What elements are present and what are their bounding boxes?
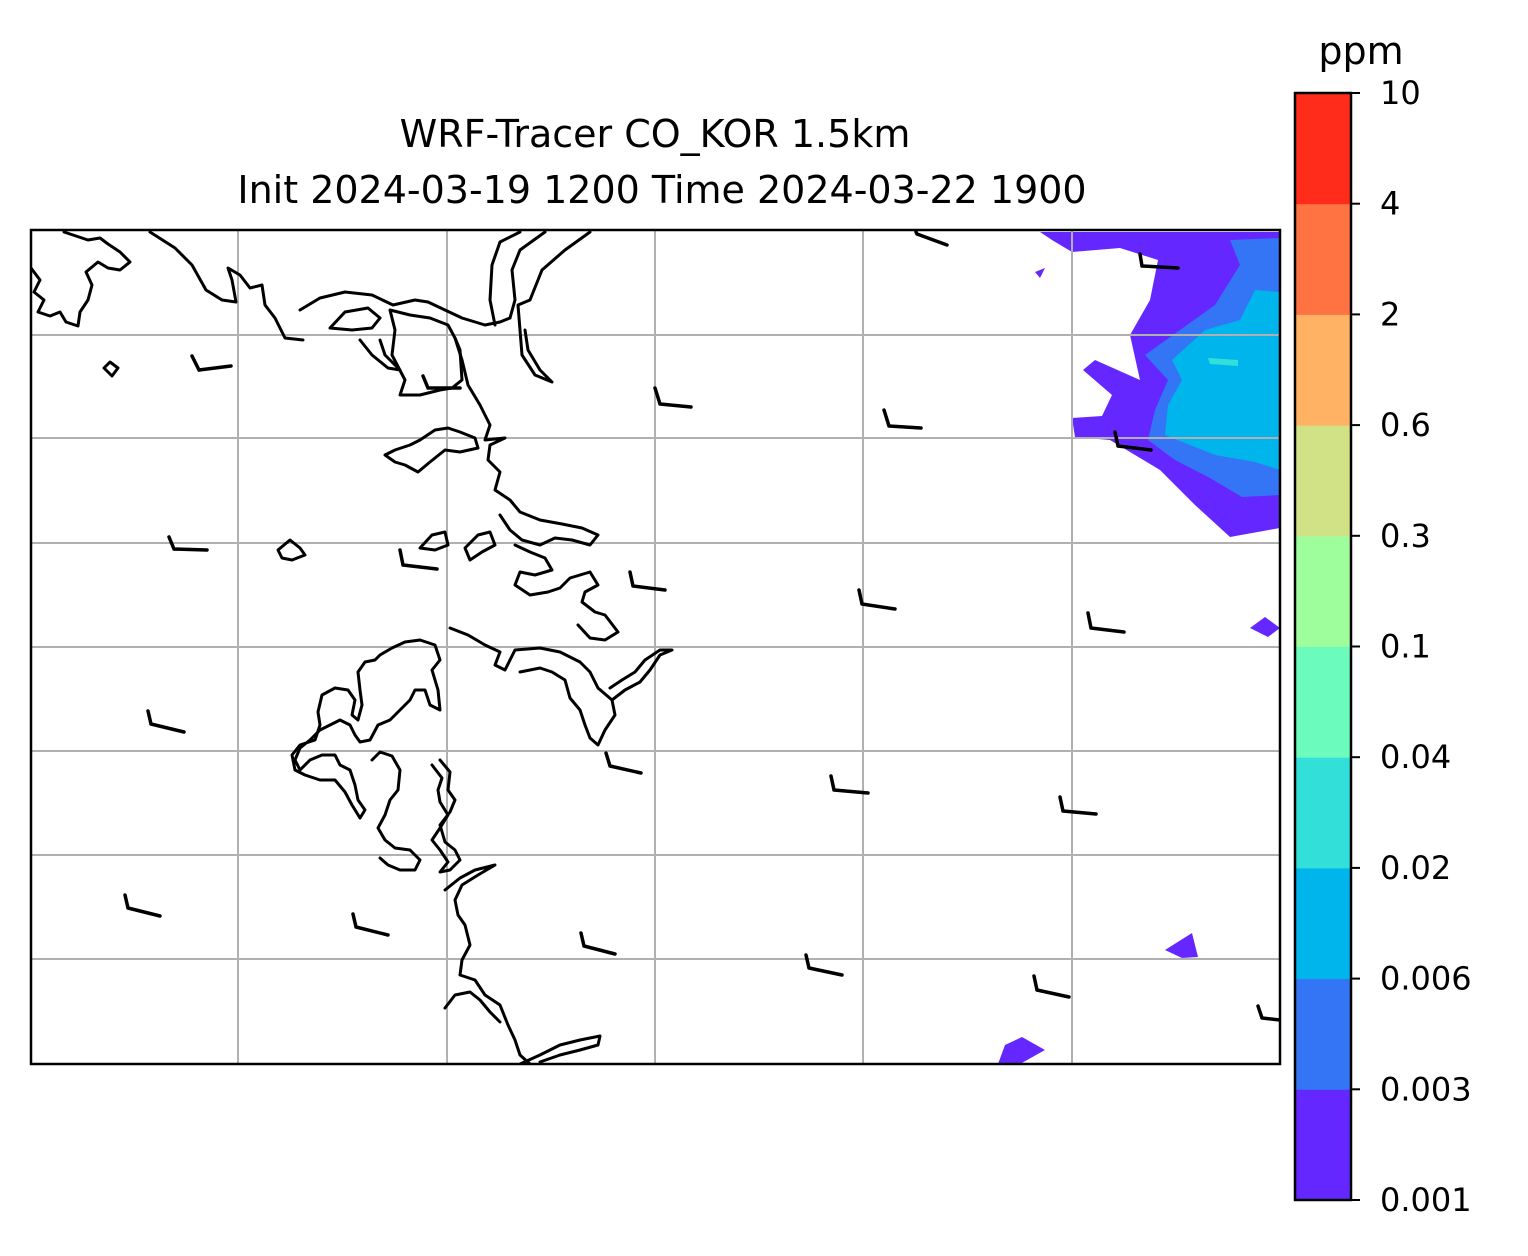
wind-barb xyxy=(1032,974,1071,999)
wind-barb xyxy=(604,751,643,775)
coastline-southwest-mainland xyxy=(448,626,617,747)
wind-barb xyxy=(1058,795,1098,816)
colorbar-unit: ppm xyxy=(1318,29,1403,73)
colorbar-tick-label: 0.02 xyxy=(1380,849,1451,887)
wind-barb xyxy=(914,230,949,247)
gridlines xyxy=(31,230,1280,1064)
colorbar-tick-label: 2 xyxy=(1380,295,1400,333)
concentration-contours xyxy=(998,232,1280,1064)
coastline-north-a xyxy=(148,230,305,342)
wind-barb xyxy=(1113,430,1153,452)
wind-barb xyxy=(190,354,233,372)
wind-barb xyxy=(351,912,390,937)
colorbar-band xyxy=(1295,757,1351,869)
island-small-west xyxy=(102,360,120,378)
coastline-islands-c xyxy=(463,530,497,562)
coastline-central xyxy=(453,336,600,547)
coastline-south-islands xyxy=(370,750,422,872)
colorbar-tick-label: 0.003 xyxy=(1380,1070,1472,1108)
contour-0.02 xyxy=(1208,358,1238,366)
coastline-estuary-c xyxy=(516,230,592,332)
colorbar-band xyxy=(1295,867,1351,980)
wind-barb xyxy=(829,774,870,795)
map-title-line2: Init 2024-03-19 1200 Time 2024-03-22 190… xyxy=(237,168,1086,212)
colorbar-bands xyxy=(1295,93,1351,1201)
colorbar-tick-label: 0.3 xyxy=(1380,517,1431,555)
coastline-estuary-a xyxy=(488,230,522,327)
coastline-peninsula-c xyxy=(513,543,620,642)
wind-barb xyxy=(1086,611,1126,634)
wind-barb xyxy=(398,548,439,571)
wind-barb xyxy=(579,931,617,956)
wind-barb xyxy=(857,588,897,611)
coastline-southeast-spit xyxy=(608,648,674,702)
contour-patch-s xyxy=(998,1037,1045,1064)
contour-patch-ne xyxy=(1035,268,1045,278)
coastline-south-channel xyxy=(430,758,462,874)
coastline-far-south xyxy=(443,863,532,1064)
wind-barb xyxy=(167,535,209,552)
colorbar-band xyxy=(1295,1089,1351,1201)
colorbar-ticks: 0.001 0.003 0.006 0.02 0.04 0.1 0.3 0.6 2 4 10 xyxy=(1351,74,1472,1219)
wind-barb xyxy=(804,953,844,977)
island-cluster-b xyxy=(418,530,450,552)
colorbar: ppm 0.001 0.003 0.006 0.02 0.04 0.1 0.3 0.6 2 4 10 xyxy=(1293,29,1472,1219)
contour-patch-se xyxy=(1165,933,1198,958)
coastline-south-peninsula xyxy=(443,990,502,1024)
wind-barb xyxy=(1138,252,1180,270)
colorbar-tick-label: 10 xyxy=(1380,74,1421,112)
coastline-southern-tip xyxy=(518,1034,602,1064)
colorbar-band xyxy=(1295,314,1351,426)
wind-barb xyxy=(123,893,162,918)
colorbar-band xyxy=(1295,646,1351,758)
island-cluster-a xyxy=(276,538,307,562)
colorbar-frame xyxy=(1293,91,1353,1202)
colorbar-band xyxy=(1295,535,1351,647)
wind-barb xyxy=(1256,1004,1280,1022)
wind-barb xyxy=(628,570,667,592)
map-title-line1: WRF-Tracer CO_KOR 1.5km xyxy=(400,112,911,156)
colorbar-tick-label: 0.6 xyxy=(1380,406,1431,444)
colorbar-tick-label: 0.1 xyxy=(1380,628,1431,666)
wind-barb xyxy=(653,386,693,409)
colorbar-tick-label: 0.04 xyxy=(1380,738,1451,776)
colorbar-band xyxy=(1295,978,1351,1090)
coastline-estuary-b xyxy=(508,230,547,320)
coastline-north-b xyxy=(298,290,512,327)
wind-barbs xyxy=(123,230,1280,1022)
wind-barb xyxy=(421,374,462,390)
colorbar-band xyxy=(1295,93,1351,205)
map-frame xyxy=(29,228,1282,1066)
coastline-southwest-islands xyxy=(290,638,442,820)
colorbar-tick-label: 0.006 xyxy=(1380,960,1472,998)
contour-patch-e xyxy=(1250,617,1280,637)
wind-barb xyxy=(882,408,923,430)
coastline-peninsula-b xyxy=(358,338,402,372)
colorbar-tick-label: 0.001 xyxy=(1380,1181,1472,1219)
colorbar-band xyxy=(1295,425,1351,537)
coastline-estuary-d xyxy=(518,328,554,384)
coastline-northwest xyxy=(31,230,132,328)
island-north-a xyxy=(328,306,382,332)
coastline-bay-a xyxy=(383,426,480,474)
colorbar-band xyxy=(1295,203,1351,315)
colorbar-tick-label: 4 xyxy=(1380,185,1400,223)
wind-barb xyxy=(146,709,186,734)
